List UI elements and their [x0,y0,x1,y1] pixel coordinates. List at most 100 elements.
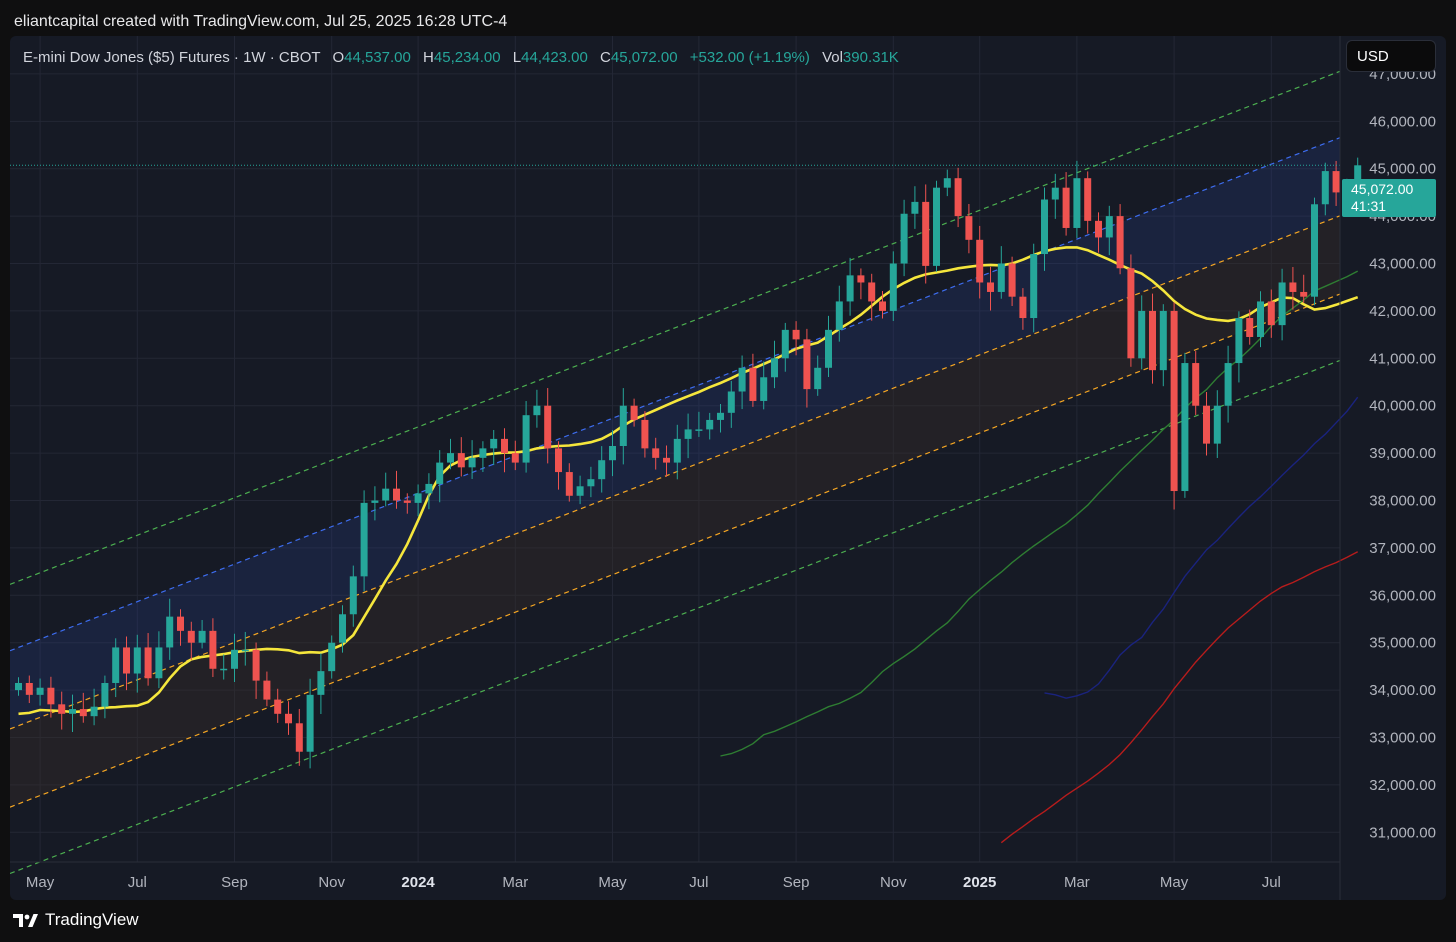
channel-outer-top [10,70,1341,585]
candle-body [835,301,843,330]
open-label: O [332,49,345,66]
y-tick-label: 33,000.00 [1369,730,1436,747]
x-tick-label: May [26,874,55,891]
candle-body [1300,291,1308,297]
channel-mid-lower [10,293,1341,808]
candle-body [306,694,314,752]
candle-body [954,178,962,217]
tradingview-brand[interactable]: TradingView [13,910,139,930]
moving-average-3 [1000,551,1359,844]
symbol-name[interactable]: E-mini Dow Jones ($5) Futures · 1W · CBO… [23,49,321,66]
candle-body [1159,310,1167,371]
candle-body [879,301,886,311]
tradingview-label: TradingView [45,910,139,929]
candle-body [144,647,152,679]
high-value: 45,234.00 [433,49,501,66]
candle-body [576,486,584,496]
candle-body [511,453,519,463]
candle-body [609,446,616,461]
candle-body [1127,268,1135,359]
close-label: C [600,49,611,66]
candle-body [1084,178,1092,221]
candle-body [1235,318,1243,364]
channel-outer-bottom [10,359,1341,875]
close-value: 45,072.00 [610,49,678,66]
candle-body [468,457,476,468]
channel-lower-fill [10,215,1340,808]
candle-body [943,178,951,188]
y-tick-label: 37,000.00 [1369,540,1436,557]
candle-body [1105,216,1113,238]
candle-body [133,647,141,674]
high-label: H [423,49,434,66]
low-label: L [512,49,522,66]
candle-body [717,412,724,420]
candle-body [198,630,206,643]
candle-body [684,429,692,439]
candle-body [706,419,714,430]
x-tick-label: May [598,874,627,891]
candle-body [1041,199,1048,255]
candle-body [371,500,379,503]
candle-body [868,282,876,302]
candle-body [1138,310,1146,359]
candle-body [1116,216,1124,269]
candle-body [1149,310,1156,371]
candle-body [1354,165,1362,191]
x-tick-label: 2025 [963,874,996,891]
candle-body [155,647,163,679]
candle-body [1062,187,1070,228]
candle-body [825,329,832,368]
candle-body [1181,363,1189,492]
candle-body [1267,301,1275,326]
candle-body [1246,318,1254,337]
candle-body [36,687,44,695]
top-bar: eliantcapital created with TradingView.c… [0,0,1456,36]
x-tick-label: Sep [783,874,810,891]
candle-body [220,668,228,671]
x-tick-label: 2024 [401,874,435,891]
candle-body [25,682,33,695]
candle-body [889,263,897,311]
symbol-legend: E-mini Dow Jones ($5) Futures · 1W · CBO… [23,49,899,66]
volume-value: 390.31K [842,49,899,66]
change-value: +532.00 (+1.19%) [689,49,810,66]
x-tick-label: Nov [880,874,907,891]
moving-average-1 [720,270,1359,757]
channel-upper [10,137,1341,652]
tradingview-logo-icon [13,914,38,927]
candle-body [393,488,400,501]
candle-body [976,239,984,283]
candle-body [69,709,76,714]
x-tick-label: Jul [1262,874,1281,891]
candle-body [1073,178,1081,228]
y-tick-label: 31,000.00 [1369,824,1436,841]
candle-body [457,453,465,468]
candle-body [533,405,541,416]
currency-button[interactable]: USD [1346,40,1436,72]
candle-body [749,367,757,401]
candle-body [695,429,703,431]
y-tick-label: 45,000.00 [1369,161,1436,178]
candle-body [544,405,552,449]
chart-pane[interactable]: 31,000.00 32,000.00 33,000.00 34,000.00 35,0… [10,36,1446,900]
price-chart[interactable]: 31,000.00 32,000.00 33,000.00 34,000.00 35,0… [10,36,1446,900]
volume-label: Vol [822,49,843,66]
candle-body [252,649,260,681]
candle-body [382,488,390,501]
candle-body [1008,263,1016,297]
candle-body [501,438,508,454]
candle-body [403,500,411,503]
candle-body [90,706,98,717]
candle-body [857,275,865,283]
candle-body [1257,301,1264,337]
x-tick-label: Jul [128,874,147,891]
candle-body [79,709,87,717]
candle-body [58,704,66,714]
candle-body [1289,282,1297,292]
candles [15,157,1362,769]
candle-body [987,282,994,292]
candle-body [479,448,487,458]
candle-body [436,462,444,484]
footer [0,900,1456,942]
